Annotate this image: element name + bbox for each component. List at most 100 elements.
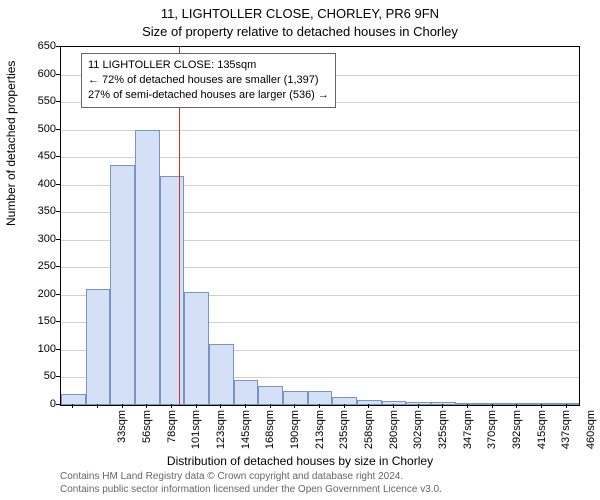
chart-plot-area: 11 LIGHTOLLER CLOSE: 135sqm ← 72% of det…	[60, 46, 580, 406]
y-tick-mark	[56, 129, 60, 130]
y-tick-mark	[56, 239, 60, 240]
x-tick-label: 302sqm	[412, 410, 424, 450]
x-tick-mark	[319, 404, 320, 408]
x-tick-label: 325sqm	[437, 410, 449, 450]
x-tick-label: 460sqm	[585, 410, 597, 450]
x-tick-label: 347sqm	[462, 410, 474, 450]
histogram-bar	[456, 403, 481, 405]
x-tick-label: 392sqm	[511, 410, 523, 450]
y-tick-mark	[56, 211, 60, 212]
y-tick-label: 250	[22, 260, 56, 272]
histogram-bar	[554, 403, 579, 405]
histogram-bar	[86, 289, 111, 405]
histogram-bar	[308, 391, 333, 405]
footer-text: Contains HM Land Registry data © Crown c…	[60, 471, 442, 496]
y-tick-label: 350	[22, 205, 56, 217]
y-tick-label: 0	[22, 398, 56, 410]
y-tick-mark	[56, 46, 60, 47]
annotation-line3: 27% of semi-detached houses are larger (…	[88, 88, 329, 103]
histogram-bar	[258, 386, 283, 405]
y-tick-label: 400	[22, 178, 56, 190]
x-tick-mark	[196, 404, 197, 408]
x-tick-mark	[393, 404, 394, 408]
y-tick-mark	[56, 101, 60, 102]
x-tick-mark	[245, 404, 246, 408]
x-tick-mark	[146, 404, 147, 408]
y-tick-label: 450	[22, 150, 56, 162]
histogram-bar	[61, 394, 86, 405]
y-tick-label: 50	[22, 370, 56, 382]
y-tick-mark	[56, 266, 60, 267]
y-tick-label: 300	[22, 233, 56, 245]
y-tick-mark	[56, 156, 60, 157]
x-tick-label: 235sqm	[338, 410, 350, 450]
x-axis-label: Distribution of detached houses by size …	[0, 454, 600, 468]
histogram-bar	[160, 176, 185, 405]
y-axis-label: Number of detached properties	[4, 61, 18, 226]
x-tick-label: 33sqm	[116, 410, 128, 450]
x-tick-mark	[492, 404, 493, 408]
x-tick-label: 101sqm	[190, 410, 202, 450]
y-tick-mark	[56, 376, 60, 377]
y-tick-label: 600	[22, 68, 56, 80]
x-tick-label: 78sqm	[166, 410, 178, 450]
y-tick-label: 500	[22, 123, 56, 135]
histogram-bar	[530, 403, 555, 405]
histogram-bar	[209, 344, 234, 405]
x-tick-mark	[467, 404, 468, 408]
y-tick-mark	[56, 74, 60, 75]
x-tick-mark	[72, 404, 73, 408]
x-tick-label: 415sqm	[536, 410, 548, 450]
y-tick-label: 200	[22, 288, 56, 300]
footer-line2: Contains public sector information licen…	[60, 484, 442, 497]
histogram-bar	[234, 380, 259, 405]
chart-title-subtitle: Size of property relative to detached ho…	[0, 24, 600, 39]
histogram-bar	[184, 292, 209, 405]
x-tick-label: 213sqm	[314, 410, 326, 450]
y-tick-mark	[56, 184, 60, 185]
annotation-box: 11 LIGHTOLLER CLOSE: 135sqm ← 72% of det…	[81, 53, 336, 108]
histogram-bar	[382, 401, 407, 405]
x-tick-label: 258sqm	[363, 410, 375, 450]
histogram-bar	[406, 402, 431, 405]
x-tick-mark	[344, 404, 345, 408]
annotation-line2: ← 72% of detached houses are smaller (1,…	[88, 73, 329, 88]
x-tick-mark	[442, 404, 443, 408]
x-tick-label: 123sqm	[215, 410, 227, 450]
x-tick-mark	[97, 404, 98, 408]
y-tick-label: 100	[22, 343, 56, 355]
x-tick-label: 437sqm	[560, 410, 572, 450]
x-tick-mark	[122, 404, 123, 408]
x-tick-label: 56sqm	[141, 410, 153, 450]
histogram-bar	[283, 391, 308, 405]
y-tick-mark	[56, 294, 60, 295]
y-tick-label: 550	[22, 95, 56, 107]
histogram-bar	[480, 403, 505, 405]
y-tick-label: 150	[22, 315, 56, 327]
x-tick-mark	[368, 404, 369, 408]
x-tick-label: 168sqm	[264, 410, 276, 450]
y-tick-mark	[56, 404, 60, 405]
x-tick-mark	[270, 404, 271, 408]
histogram-bar	[505, 403, 530, 405]
x-tick-label: 370sqm	[486, 410, 498, 450]
histogram-bar	[431, 402, 456, 405]
x-tick-label: 280sqm	[388, 410, 400, 450]
histogram-bar	[110, 165, 135, 405]
y-tick-label: 650	[22, 40, 56, 52]
y-tick-mark	[56, 321, 60, 322]
chart-title-address: 11, LIGHTOLLER CLOSE, CHORLEY, PR6 9FN	[0, 6, 600, 21]
annotation-line1: 11 LIGHTOLLER CLOSE: 135sqm	[88, 58, 329, 73]
x-tick-mark	[220, 404, 221, 408]
x-tick-mark	[566, 404, 567, 408]
x-tick-mark	[294, 404, 295, 408]
x-tick-mark	[171, 404, 172, 408]
histogram-bar	[332, 397, 357, 405]
x-tick-mark	[516, 404, 517, 408]
x-tick-mark	[418, 404, 419, 408]
x-tick-mark	[541, 404, 542, 408]
histogram-bar	[357, 400, 382, 406]
x-tick-label: 145sqm	[240, 410, 252, 450]
footer-line1: Contains HM Land Registry data © Crown c…	[60, 471, 442, 484]
x-tick-label: 190sqm	[289, 410, 301, 450]
